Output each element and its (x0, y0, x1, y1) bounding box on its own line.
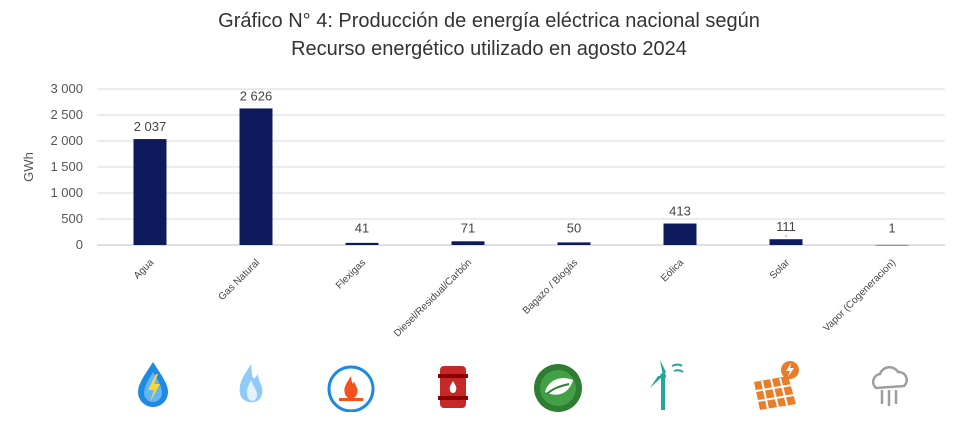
bar (769, 239, 803, 245)
category-label: Solar (768, 257, 793, 282)
solar-panel-icon (748, 358, 802, 412)
y-tick-label: 1 000 (50, 185, 83, 200)
bar (345, 242, 379, 245)
category-label: Gas Natural (217, 257, 263, 303)
steam-cloud-icon (862, 358, 916, 412)
data-label: 71 (461, 221, 475, 236)
oil-barrel-icon (426, 358, 480, 412)
category-label: Diesel/Residual/Carbón (392, 257, 474, 339)
bar (875, 244, 909, 246)
category-label: Vapor (Cogeneracion) (821, 257, 898, 334)
flexigas-flame-icon (324, 358, 378, 413)
bar (451, 241, 485, 245)
chart-title-line-1: Gráfico N° 4: Producción de energía eléc… (218, 10, 760, 32)
y-tick-label: 1 500 (50, 159, 83, 174)
bar (133, 139, 167, 245)
data-label: 111 (776, 219, 796, 234)
category-label: Flexigas (334, 257, 368, 291)
data-label: 41 (355, 221, 369, 236)
y-tick-label: 500 (61, 211, 83, 226)
gas-flame-icon (224, 358, 278, 412)
bar (239, 108, 273, 245)
wind-turbine-icon (636, 358, 690, 412)
category-label: Agua (132, 257, 157, 282)
y-tick-label: 2 000 (50, 133, 83, 148)
y-tick-label: 2 500 (50, 107, 83, 122)
data-label: 1 (888, 221, 895, 236)
y-tick-label: 3 000 (50, 81, 83, 96)
data-label: 50 (567, 221, 581, 236)
y-axis-label: GWh (21, 152, 36, 182)
data-label: 2 626 (240, 88, 273, 103)
biogas-leaf-icon (531, 358, 585, 412)
data-label: 2 037 (134, 119, 167, 134)
y-tick-label: 0 (76, 237, 83, 252)
water-energy-icon (126, 358, 180, 412)
bar (557, 242, 591, 245)
category-label: Eólica (659, 257, 686, 284)
bar (663, 223, 697, 245)
category-label: Bagazo / Biogás (521, 257, 580, 316)
data-label: 413 (669, 204, 691, 219)
chart-title-line-2: Recurso energético utilizado en agosto 2… (291, 38, 687, 60)
